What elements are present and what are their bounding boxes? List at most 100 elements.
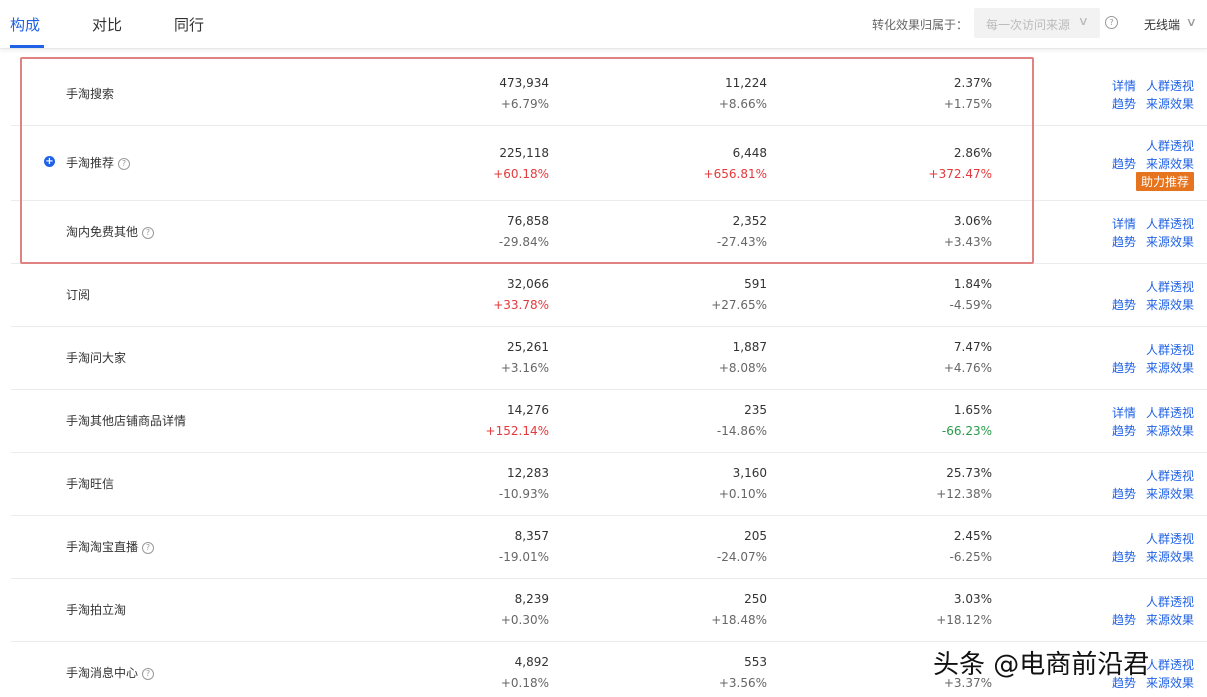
buyers-change: +8.08% xyxy=(718,361,767,375)
conversion-rate-change: -4.59% xyxy=(949,298,992,312)
trend-link[interactable]: 趋势 xyxy=(1112,613,1137,627)
visitors-change: +0.18% xyxy=(500,676,549,690)
top-bar: 构成 对比 同行 转化效果归属于： 每一次访问来源 ∨ ? 无线端 ∨ xyxy=(0,0,1207,49)
trend-link[interactable]: 趋势 xyxy=(1112,676,1137,690)
source-effect-link[interactable]: 来源效果 xyxy=(1146,613,1195,627)
table-row: 手淘旺信 12,283 -10.93% 3,160 +0.10% 25.73% … xyxy=(11,453,1207,516)
conversion-rate-change: +12.38% xyxy=(936,487,992,501)
audience-insight-link[interactable]: 人群透视 xyxy=(1146,343,1195,357)
source-effect-link[interactable]: 来源效果 xyxy=(1146,97,1195,111)
conversion-rate-change: +3.37% xyxy=(943,676,992,690)
audience-insight-link[interactable]: 人群透视 xyxy=(1146,469,1195,483)
tab-compare[interactable]: 对比 xyxy=(92,16,123,34)
visitors-change: +60.18% xyxy=(493,167,549,181)
buyers-value: 205 xyxy=(744,529,767,543)
buyers-value: 3,160 xyxy=(732,466,767,480)
source-effect-link[interactable]: 来源效果 xyxy=(1146,361,1195,375)
conversion-rate-change: +18.12% xyxy=(936,613,992,627)
conversion-rate-value: 2.37% xyxy=(953,76,992,90)
table-row: 手淘搜索 473,934 +6.79% 11,224 +8.66% 2.37% … xyxy=(11,61,1207,126)
conversion-rate-change: -6.25% xyxy=(949,550,992,564)
trend-link[interactable]: 趋势 xyxy=(1112,97,1137,111)
buyers-value: 1,887 xyxy=(732,340,767,354)
trend-link[interactable]: 趋势 xyxy=(1112,424,1137,438)
trend-link[interactable]: 趋势 xyxy=(1112,298,1137,312)
buyers-change: +0.10% xyxy=(718,487,767,501)
visitors-change: -19.01% xyxy=(498,550,549,564)
device-select[interactable]: 无线端 xyxy=(1144,18,1181,32)
audience-insight-link[interactable]: 人群透视 xyxy=(1146,532,1195,546)
visitors-change: +3.16% xyxy=(500,361,549,375)
details-link[interactable]: 详情 xyxy=(1112,217,1137,231)
visitors-change: +152.14% xyxy=(485,424,549,438)
tab-composition[interactable]: 构成 xyxy=(10,16,41,34)
table-row: 订阅 32,066 +33.78% 591 +27.65% 1.84% -4.5… xyxy=(11,264,1207,327)
audience-insight-link[interactable]: 人群透视 xyxy=(1146,79,1195,93)
help-icon[interactable]: ? xyxy=(142,227,155,239)
conversion-rate-value: 2.45% xyxy=(953,529,992,543)
buyers-change: -27.43% xyxy=(716,235,767,249)
attribution-select[interactable]: 每一次访问来源 ∨ xyxy=(974,8,1100,38)
source-effect-link[interactable]: 来源效果 xyxy=(1146,487,1195,501)
conversion-rate-change: -66.23% xyxy=(941,424,992,438)
boost-recommend-badge[interactable]: 助力推荐 xyxy=(1136,172,1195,191)
trend-link[interactable]: 趋势 xyxy=(1112,550,1137,564)
help-icon[interactable]: ? xyxy=(1105,16,1118,29)
buyers-value: 553 xyxy=(744,655,767,669)
help-icon[interactable]: ? xyxy=(118,158,131,170)
table-row: + 手淘推荐? 225,118 +60.18% 6,448 +656.81% 2… xyxy=(11,126,1207,201)
audience-insight-link[interactable]: 人群透视 xyxy=(1146,280,1195,294)
audience-insight-link[interactable]: 人群透视 xyxy=(1146,406,1195,420)
source-name: 手淘推荐? xyxy=(66,154,131,171)
source-effect-link[interactable]: 来源效果 xyxy=(1146,298,1195,312)
source-effect-link[interactable]: 来源效果 xyxy=(1146,235,1195,249)
conversion-rate-value: 1.84% xyxy=(953,277,992,291)
buyers-change: +27.65% xyxy=(711,298,767,312)
visitors-change: +6.79% xyxy=(500,97,549,111)
buyers-value: 591 xyxy=(744,277,767,291)
audience-insight-link[interactable]: 人群透视 xyxy=(1146,595,1195,609)
conversion-rate-change: +1.75% xyxy=(943,97,992,111)
details-link[interactable]: 详情 xyxy=(1112,406,1137,420)
tab-peers[interactable]: 同行 xyxy=(174,16,205,34)
conversion-rate-change: +3.43% xyxy=(943,235,992,249)
table-row: 手淘拍立淘 8,239 +0.30% 250 +18.48% 3.03% +18… xyxy=(11,579,1207,642)
trend-link[interactable]: 趋势 xyxy=(1112,157,1137,171)
buyers-value: 6,448 xyxy=(732,146,767,160)
source-name: 订阅 xyxy=(66,288,91,302)
source-effect-link[interactable]: 来源效果 xyxy=(1146,550,1195,564)
visitors-value: 25,261 xyxy=(507,340,549,354)
source-name: 手淘消息中心? xyxy=(66,664,155,681)
conversion-rate-value: 3.06% xyxy=(953,214,992,228)
trend-link[interactable]: 趋势 xyxy=(1112,487,1137,501)
buyers-change: -24.07% xyxy=(716,550,767,564)
trend-link[interactable]: 趋势 xyxy=(1112,361,1137,375)
audience-insight-link[interactable]: 人群透视 xyxy=(1146,139,1195,153)
audience-insight-link[interactable]: 人群透视 xyxy=(1146,658,1195,672)
conversion-rate-value: 3.03% xyxy=(953,592,992,606)
active-tab-indicator xyxy=(10,45,44,48)
source-effect-link[interactable]: 来源效果 xyxy=(1146,676,1195,690)
conversion-rate-value: 1.65% xyxy=(953,403,992,417)
source-name: 手淘问大家 xyxy=(66,351,127,365)
source-name: 手淘搜索 xyxy=(66,87,115,101)
source-effect-link[interactable]: 来源效果 xyxy=(1146,424,1195,438)
source-effect-link[interactable]: 来源效果 xyxy=(1146,157,1195,171)
visitors-value: 8,239 xyxy=(514,592,549,606)
visitors-value: 473,934 xyxy=(499,76,549,90)
conversion-rate-value: 2.86% xyxy=(953,146,992,160)
conversion-attribution-label: 转化效果归属于： xyxy=(872,18,969,32)
buyers-change: +8.66% xyxy=(718,97,767,111)
help-icon[interactable]: ? xyxy=(142,542,155,554)
source-name: 手淘淘宝直播? xyxy=(66,538,155,555)
buyers-change: +3.56% xyxy=(718,676,767,690)
expand-plus-icon[interactable]: + xyxy=(44,156,55,167)
source-name: 淘内免费其他? xyxy=(66,223,155,240)
details-link[interactable]: 详情 xyxy=(1112,79,1137,93)
watermark: 头条 @电商前沿君 xyxy=(933,650,1150,680)
source-name: 手淘拍立淘 xyxy=(66,603,127,617)
audience-insight-link[interactable]: 人群透视 xyxy=(1146,217,1195,231)
buyers-value: 2,352 xyxy=(732,214,767,228)
help-icon[interactable]: ? xyxy=(142,668,155,680)
trend-link[interactable]: 趋势 xyxy=(1112,235,1137,249)
